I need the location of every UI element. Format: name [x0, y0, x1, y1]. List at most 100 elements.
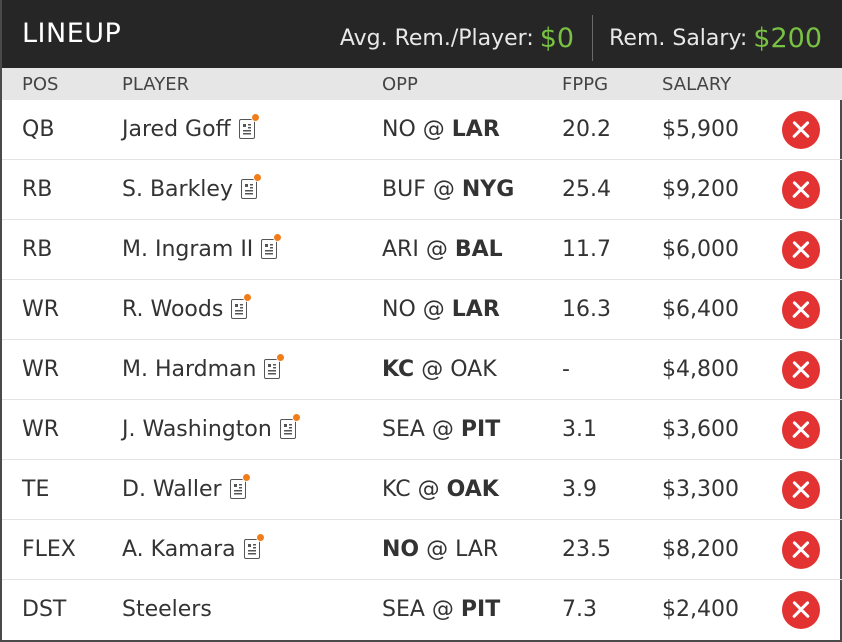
player-fppg: 25.4: [562, 177, 611, 202]
player-news-icon[interactable]: [229, 473, 251, 499]
home-team: LAR: [451, 297, 500, 322]
remove-player-button[interactable]: [782, 111, 820, 149]
remove-player-button[interactable]: [782, 531, 820, 569]
avg-remaining-value: $0: [539, 22, 575, 54]
news-alert-dot: [252, 173, 262, 182]
home-team: PIT: [460, 597, 501, 622]
away-team: KC: [382, 477, 411, 502]
table-row: RB S. Barkley BUF @ NYG 25.4 $9,200: [2, 160, 842, 220]
player-name-cell: Steelers: [122, 580, 212, 639]
table-row: QB Jared Goff NO @ LAR 20.2 $5,900: [2, 100, 842, 160]
table-row: WR R. Woods NO @ LAR 16.3 $6,400: [2, 280, 842, 340]
col-pos: POS: [22, 74, 59, 95]
home-team: OAK: [446, 477, 499, 502]
away-team: ARI: [382, 237, 419, 262]
player-news-icon[interactable]: [279, 413, 301, 439]
home-team: LAR: [455, 537, 499, 562]
player-fppg: 16.3: [562, 297, 611, 322]
player-fppg: 11.7: [562, 237, 611, 262]
player-name[interactable]: R. Woods: [122, 297, 224, 322]
player-position: WR: [22, 297, 60, 322]
player-news-icon[interactable]: [238, 113, 260, 139]
avg-remaining-label: Avg. Rem./Player:: [339, 25, 534, 51]
player-salary: $9,200: [662, 177, 739, 202]
at-symbol: @: [421, 357, 444, 382]
player-fppg: 23.5: [562, 537, 611, 562]
news-alert-dot: [291, 413, 301, 422]
player-name-cell: S. Barkley: [122, 160, 262, 219]
column-header-row: POS PLAYER OPP FPPG SALARY: [2, 68, 842, 100]
remove-player-button[interactable]: [782, 231, 820, 269]
table-row: WR J. Washington SEA @ PIT 3.1 $3,600: [2, 400, 842, 460]
at-symbol: @: [426, 537, 449, 562]
table-row: RB M. Ingram II ARI @ BAL 11.7 $6,000: [2, 220, 842, 280]
matchup: NO @ LAR: [382, 280, 500, 339]
at-symbol: @: [422, 117, 445, 142]
remove-player-button[interactable]: [782, 471, 820, 509]
remaining-salary-value: $200: [753, 22, 822, 54]
matchup: KC @ OAK: [382, 460, 499, 519]
player-position: WR: [22, 357, 60, 382]
home-team: NYG: [461, 177, 515, 202]
col-opp: OPP: [382, 74, 418, 95]
at-symbol: @: [431, 597, 454, 622]
remove-player-button[interactable]: [782, 411, 820, 449]
news-alert-dot: [241, 473, 251, 482]
player-salary: $2,400: [662, 597, 739, 622]
news-alert-dot: [276, 353, 286, 362]
player-news-icon[interactable]: [264, 353, 286, 379]
player-name-cell: M. Ingram II: [122, 220, 283, 279]
player-fppg: 3.1: [562, 417, 597, 442]
remove-player-button[interactable]: [782, 171, 820, 209]
remove-player-button[interactable]: [782, 351, 820, 389]
player-news-icon[interactable]: [243, 533, 265, 559]
player-salary: $6,400: [662, 297, 739, 322]
player-name-cell: A. Kamara: [122, 520, 265, 579]
table-row: TE D. Waller KC @ OAK 3.9 $3,300: [2, 460, 842, 520]
matchup: NO @ LAR: [382, 100, 500, 159]
player-salary: $8,200: [662, 537, 739, 562]
player-news-icon[interactable]: [261, 233, 283, 259]
player-fppg: 20.2: [562, 117, 611, 142]
at-symbol: @: [417, 477, 440, 502]
player-name-cell: J. Washington: [122, 400, 301, 459]
col-player: PLAYER: [122, 74, 190, 95]
player-name[interactable]: S. Barkley: [122, 177, 233, 202]
lineup-title: LINEUP: [22, 18, 122, 49]
player-salary: $3,300: [662, 477, 739, 502]
player-position: TE: [22, 477, 50, 502]
away-team: NO: [382, 117, 416, 142]
player-name[interactable]: M. Ingram II: [122, 237, 254, 262]
player-news-icon[interactable]: [240, 173, 262, 199]
player-name-cell: Jared Goff: [122, 100, 260, 159]
away-team: NO: [382, 297, 416, 322]
player-name[interactable]: A. Kamara: [122, 537, 236, 562]
salary-summary: Avg. Rem./Player: $0 Rem. Salary: $200: [339, 15, 822, 61]
away-team: BUF: [382, 177, 426, 202]
at-symbol: @: [422, 297, 445, 322]
player-position: WR: [22, 417, 60, 442]
at-symbol: @: [432, 177, 455, 202]
away-team: NO: [382, 537, 420, 562]
player-position: FLEX: [22, 537, 76, 562]
matchup: ARI @ BAL: [382, 220, 503, 279]
table-row: DST Steelers SEA @ PIT 7.3 $2,400: [2, 580, 842, 640]
player-name-cell: R. Woods: [122, 280, 253, 339]
player-name[interactable]: M. Hardman: [122, 357, 257, 382]
player-name[interactable]: Steelers: [122, 597, 212, 622]
matchup: KC @ OAK: [382, 340, 497, 399]
player-name[interactable]: D. Waller: [122, 477, 222, 502]
matchup: NO @ LAR: [382, 520, 498, 579]
player-news-icon[interactable]: [231, 293, 253, 319]
player-name[interactable]: J. Washington: [122, 417, 272, 442]
home-team: LAR: [451, 117, 500, 142]
at-symbol: @: [425, 237, 448, 262]
remove-player-button[interactable]: [782, 291, 820, 329]
home-team: BAL: [454, 237, 503, 262]
player-fppg: 3.9: [562, 477, 597, 502]
player-name[interactable]: Jared Goff: [122, 117, 231, 142]
news-alert-dot: [250, 113, 260, 122]
remaining-salary-label: Rem. Salary:: [609, 25, 748, 51]
col-salary: SALARY: [662, 74, 732, 95]
remove-player-button[interactable]: [782, 591, 820, 629]
